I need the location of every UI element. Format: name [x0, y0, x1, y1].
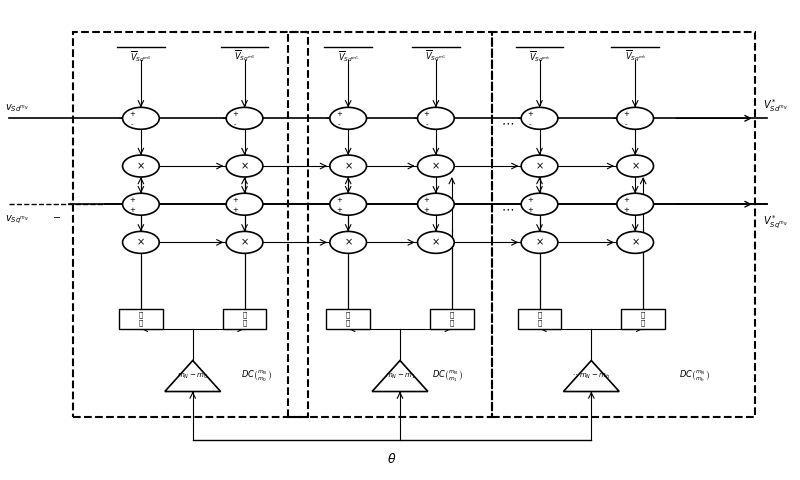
Text: $\times$: $\times$ — [344, 237, 353, 248]
Text: $V^*_{Sd^{m_N}}$: $V^*_{Sd^{m_N}}$ — [762, 97, 788, 114]
Text: +: + — [424, 207, 430, 213]
Circle shape — [418, 193, 454, 215]
Text: +: + — [424, 197, 430, 203]
Text: -: - — [529, 121, 531, 127]
Text: +: + — [233, 197, 238, 203]
Text: $-$: $-$ — [52, 211, 61, 221]
Text: +: + — [336, 111, 342, 117]
Text: $\times$: $\times$ — [137, 161, 146, 171]
Text: +: + — [129, 207, 134, 213]
Bar — [222, 309, 266, 329]
Text: +: + — [424, 111, 430, 117]
Text: $\cdots$: $\cdots$ — [502, 203, 514, 216]
Circle shape — [226, 155, 263, 177]
Circle shape — [617, 108, 654, 129]
Text: $DC\binom{m_N}{m_0}$: $DC\binom{m_N}{m_0}$ — [241, 369, 272, 384]
Text: +: + — [623, 197, 629, 203]
Text: 余
弦: 余 弦 — [138, 312, 143, 326]
Text: $\overline{V}_{Sd^{m_h}}$: $\overline{V}_{Sd^{m_h}}$ — [529, 49, 550, 63]
Text: $m_N - m_0$: $m_N - m_0$ — [178, 372, 208, 381]
Text: $\overline{V}_{Sq^{m_0}}$: $\overline{V}_{Sq^{m_0}}$ — [234, 48, 255, 64]
Circle shape — [521, 155, 558, 177]
Text: $\times$: $\times$ — [535, 161, 544, 171]
Text: $\overline{V}_{Sq^{m_h}}$: $\overline{V}_{Sq^{m_h}}$ — [625, 48, 646, 64]
Text: +: + — [527, 197, 534, 203]
Text: $\times$: $\times$ — [630, 161, 640, 171]
Circle shape — [617, 231, 654, 253]
Text: $v_{Sd^{m_N}}$: $v_{Sd^{m_N}}$ — [6, 102, 30, 114]
Circle shape — [617, 193, 654, 215]
Circle shape — [330, 155, 366, 177]
Text: $\cdots m_N - m_h$: $\cdots m_N - m_h$ — [573, 372, 610, 381]
Bar — [119, 309, 163, 329]
Text: 正
弦: 正 弦 — [450, 312, 454, 326]
Bar — [430, 309, 474, 329]
Text: $\times$: $\times$ — [240, 237, 249, 248]
Text: $\times$: $\times$ — [240, 161, 249, 171]
Circle shape — [122, 108, 159, 129]
Text: $\theta$: $\theta$ — [387, 452, 397, 467]
Text: +: + — [527, 207, 534, 213]
Text: $v_{Sq^{m_N}}$: $v_{Sq^{m_N}}$ — [6, 214, 30, 226]
Text: $\cdots$: $\cdots$ — [502, 117, 514, 130]
Text: $\overline{V}_{Sq^{m_1}}$: $\overline{V}_{Sq^{m_1}}$ — [426, 48, 446, 64]
Text: +: + — [233, 207, 238, 213]
Text: $\times$: $\times$ — [535, 237, 544, 248]
Text: +: + — [336, 197, 342, 203]
Text: $\overline{V}_{Sd^{m_0}}$: $\overline{V}_{Sd^{m_0}}$ — [130, 49, 151, 63]
Text: $\overline{V}_{Sd^{m_1}}$: $\overline{V}_{Sd^{m_1}}$ — [338, 49, 359, 63]
Circle shape — [330, 193, 366, 215]
Circle shape — [418, 155, 454, 177]
Text: 余
弦: 余 弦 — [346, 312, 350, 326]
Text: $V^*_{Sq^{m_N}}$: $V^*_{Sq^{m_N}}$ — [762, 214, 787, 231]
Circle shape — [617, 155, 654, 177]
Text: +: + — [623, 207, 629, 213]
Text: -: - — [130, 121, 133, 127]
Circle shape — [226, 193, 263, 215]
Text: -: - — [426, 121, 428, 127]
Circle shape — [521, 193, 558, 215]
Text: +: + — [336, 207, 342, 213]
Circle shape — [521, 108, 558, 129]
Text: +: + — [129, 111, 134, 117]
Text: $\times$: $\times$ — [431, 161, 440, 171]
Circle shape — [226, 108, 263, 129]
Text: $DC\binom{m_N}{m_1}$: $DC\binom{m_N}{m_1}$ — [432, 369, 463, 384]
Circle shape — [122, 155, 159, 177]
Text: +: + — [129, 197, 134, 203]
Text: $m_N - m_1$: $m_N - m_1$ — [385, 372, 415, 381]
Circle shape — [226, 231, 263, 253]
Circle shape — [330, 231, 366, 253]
Text: -: - — [234, 121, 237, 127]
Bar — [326, 309, 370, 329]
Text: 正
弦: 正 弦 — [641, 312, 646, 326]
Text: -: - — [338, 121, 340, 127]
Circle shape — [122, 231, 159, 253]
Text: $DC\binom{m_N}{m_h}$: $DC\binom{m_N}{m_h}$ — [679, 369, 710, 384]
Text: +: + — [623, 111, 629, 117]
Bar — [518, 309, 562, 329]
Circle shape — [521, 231, 558, 253]
Circle shape — [418, 108, 454, 129]
Text: $\times$: $\times$ — [630, 237, 640, 248]
Text: $\times$: $\times$ — [137, 237, 146, 248]
Text: +: + — [233, 111, 238, 117]
Circle shape — [418, 231, 454, 253]
Text: 正
弦: 正 弦 — [242, 312, 246, 326]
Circle shape — [330, 108, 366, 129]
Text: 余
弦: 余 弦 — [538, 312, 542, 326]
Text: $\times$: $\times$ — [344, 161, 353, 171]
Circle shape — [122, 193, 159, 215]
Text: $\times$: $\times$ — [431, 237, 440, 248]
Bar — [622, 309, 665, 329]
Text: +: + — [527, 111, 534, 117]
Text: -: - — [625, 121, 627, 127]
